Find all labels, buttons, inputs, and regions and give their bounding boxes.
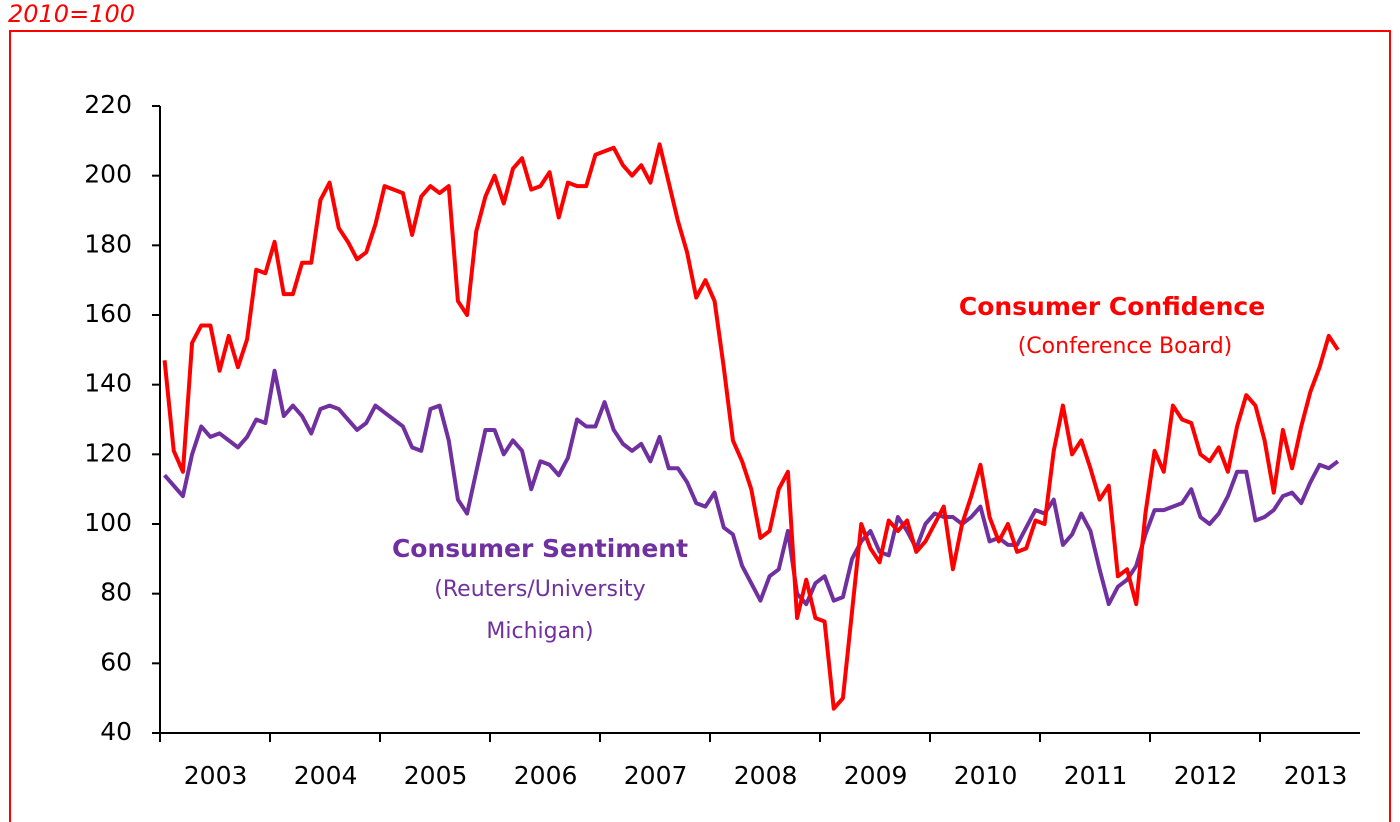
y-tick-label: 80 — [100, 578, 132, 607]
y-tick-label: 200 — [84, 160, 132, 189]
x-tick-label: 2004 — [294, 761, 358, 790]
series-label: Consumer Sentiment — [392, 534, 688, 563]
x-tick-label: 2006 — [514, 761, 578, 790]
annotation: Michigan) — [486, 619, 593, 644]
x-tick-label: 2007 — [624, 761, 688, 790]
y-tick-label: 120 — [84, 438, 132, 467]
frame — [9, 30, 1391, 822]
annotation: (Conference Board) — [1018, 334, 1233, 359]
x-tick-label: 2005 — [404, 761, 468, 790]
y-tick-label: 220 — [84, 90, 132, 119]
series-label: Consumer Confidence — [959, 292, 1265, 321]
x-tick-label: 2009 — [844, 761, 908, 790]
x-tick-label: 2013 — [1284, 761, 1348, 790]
x-tick-label: 2008 — [734, 761, 798, 790]
y-tick-label: 160 — [84, 299, 132, 328]
series-line — [162, 142, 1340, 711]
y-tick-label: 60 — [100, 647, 132, 676]
x-tick-label: 2003 — [184, 761, 248, 790]
y-tick-label: 140 — [84, 369, 132, 398]
annotation: (Reuters/University — [434, 577, 645, 602]
x-tick-label: 2010 — [954, 761, 1018, 790]
y-tick-label: 180 — [84, 229, 132, 258]
y-tick-label: 100 — [84, 508, 132, 537]
chart-title: 2010=100 — [8, 0, 135, 28]
y-tick-label: 40 — [100, 717, 132, 746]
x-tick-label: 2011 — [1064, 761, 1128, 790]
x-tick-label: 2012 — [1174, 761, 1238, 790]
